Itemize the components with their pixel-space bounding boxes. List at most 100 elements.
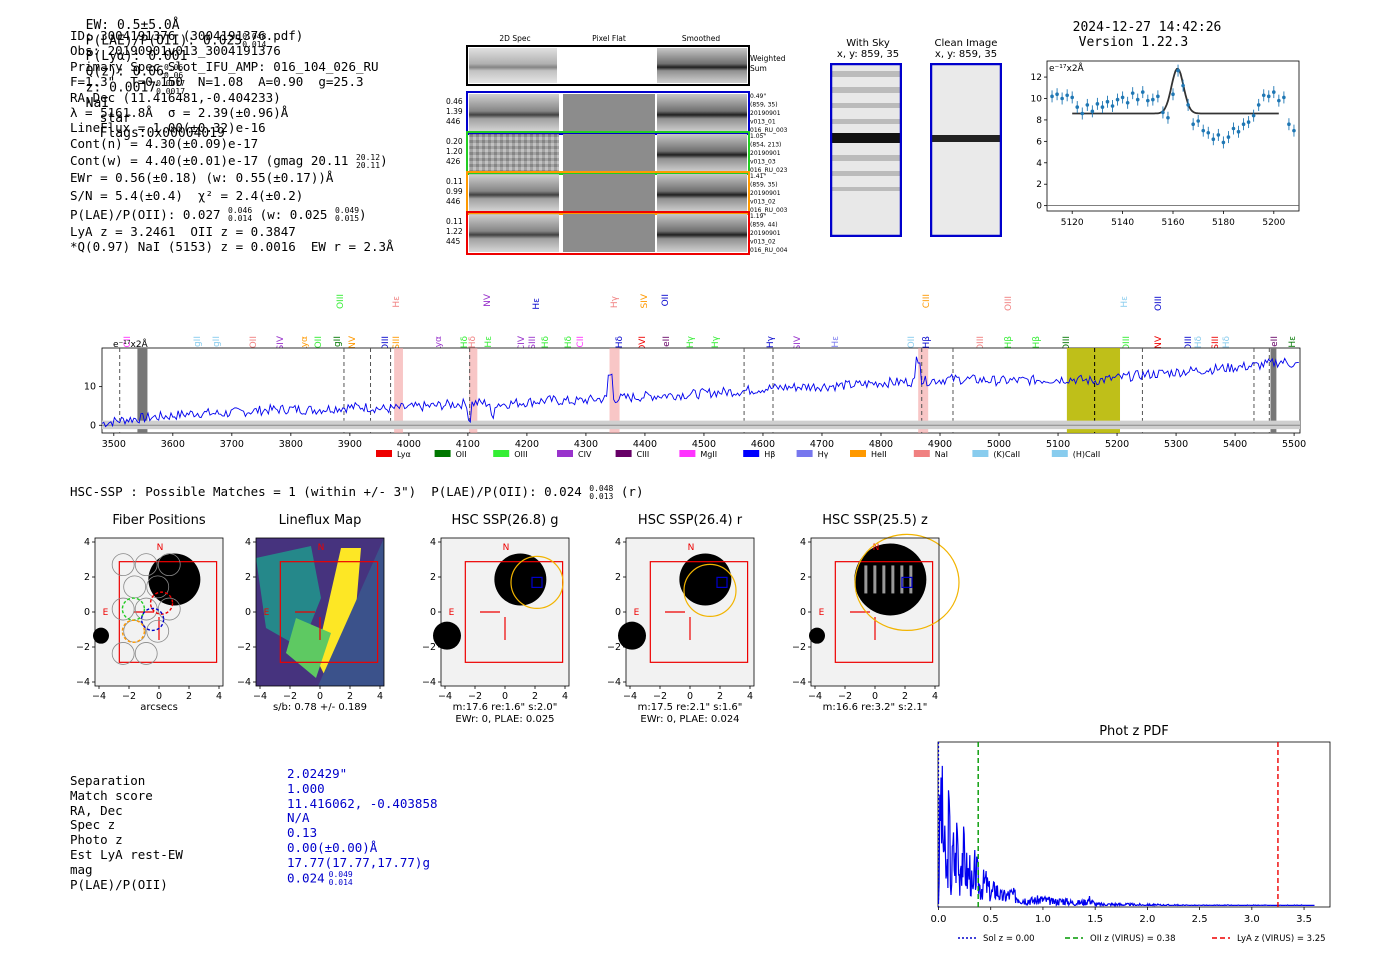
fit-data-point <box>1226 135 1231 139</box>
hsc-ytick: 4 <box>245 537 251 548</box>
north-label: N <box>503 543 510 553</box>
fit-model-curve <box>1072 67 1279 115</box>
fiber-circle <box>146 619 170 643</box>
cutout-row-meta: 1.05" <box>750 133 766 140</box>
cutout-row-meta: 016_RU_003 <box>750 207 788 214</box>
legend-swatch <box>434 450 451 457</box>
cutout-flat <box>563 94 655 132</box>
fit-xtick: 5140 <box>1111 218 1134 228</box>
fiber-circle <box>157 597 181 621</box>
header-z: z: 0.0017 <box>85 80 157 96</box>
line-id-label: OVI <box>638 336 648 352</box>
legend-label: Lyα <box>397 450 411 459</box>
line-id-label: MgII <box>333 336 343 355</box>
cutout-row-stat: 446 <box>446 117 461 126</box>
spectrum-xtick: 4300 <box>574 439 598 450</box>
lineflux-mask <box>318 538 384 686</box>
sum-label: Sum <box>750 64 767 73</box>
hsc-ytick: 0 <box>800 607 806 618</box>
hsc-panel-title: Lineflux Map <box>278 513 362 528</box>
legend-label: CIII <box>637 450 650 459</box>
hsc-xtick: 4 <box>932 691 938 702</box>
fiber-circle <box>134 642 158 665</box>
spectrum-xtick: 4100 <box>456 439 480 450</box>
fit-data-point <box>1236 129 1241 134</box>
hsc-xtick: 0 <box>872 691 878 702</box>
hsc-band: (r) <box>620 484 644 499</box>
spectrum-xtick: 5000 <box>987 439 1011 450</box>
line-id-label: OIII <box>381 336 391 351</box>
cutout-flat <box>563 174 655 212</box>
fit-data-point <box>1050 94 1054 99</box>
fit-data-point <box>1065 93 1069 98</box>
cutout-row-meta: 20190901 <box>750 230 781 237</box>
fit-ytick: 12 <box>1031 73 1042 83</box>
source-marker <box>716 576 728 589</box>
clean-image-label: Clean Image <box>934 38 998 49</box>
east-label: E <box>264 608 270 618</box>
north-label: N <box>157 543 164 553</box>
hsc-panel-title: Fiber Positions <box>112 513 206 528</box>
weighted-label: Weighted <box>750 54 786 63</box>
clean-image-xy: x, y: 859, 35 <box>934 49 998 60</box>
photz-legend-label: OII z (VIRUS) = 0.38 <box>1090 934 1176 944</box>
header-qz-hi: 0.06 <box>163 63 184 72</box>
photz-plot: 0.0 0.5 1.0 1.5 2.0 2.5 3.0 3.5 Sol z = 0.00 OII … <box>931 741 1331 944</box>
line-id-label: CIV <box>517 335 527 351</box>
match-labels: Separation Match score RA, Dec Spec z Photo … <box>70 773 183 892</box>
clean-image-title: Clean Image x, y: 859, 35 <box>926 38 1006 60</box>
north-label: N <box>688 543 695 553</box>
hsc-ytick: −4 <box>422 677 436 688</box>
info-contw: Cont(w) = 4.40(±0.01)e-17 (gmag 20.11 20… <box>70 152 388 170</box>
hsc-xtick: −4 <box>438 691 452 702</box>
fit-xtick: 5200 <box>1262 218 1285 228</box>
match-value: 11.416062, -0.403858 <box>287 795 438 811</box>
cutout-flat <box>563 134 655 172</box>
legend-label: (H)CaII <box>1073 450 1100 459</box>
hsc-xtick: 0 <box>687 691 693 702</box>
line-id-label: SIII <box>528 336 538 350</box>
hsc-xtick: 0 <box>156 691 162 702</box>
line-id-label: Hε <box>532 298 542 310</box>
info-qline: *Q(0.97) NaI (5153) z = 0.0016 EW r = 2.… <box>70 239 394 255</box>
hsc-xtick: 2 <box>347 691 353 702</box>
line-id-label: Hδ <box>1222 336 1232 349</box>
header-datetime: 2024-12-27 14:42:26 <box>1072 20 1222 35</box>
match-values: 2.02429" 1.000 11.416062, -0.403858 N/A 0.13… <box>287 766 438 887</box>
fiber-circle <box>157 553 181 577</box>
east-label: E <box>634 608 640 618</box>
line-id-label: Hβ <box>922 336 932 349</box>
line-id-label: Hβ <box>1004 336 1014 349</box>
spectrum-xtick: 4200 <box>515 439 539 450</box>
cutout-row-meta: v013_02 <box>750 199 776 206</box>
legend-swatch <box>615 450 632 457</box>
hsc-xtick: 4 <box>747 691 753 702</box>
match-label: Spec z <box>70 817 116 833</box>
cutout-row-stat: 1.39 <box>446 107 463 116</box>
line-fit-plot: e⁻¹⁷x2Å 0 2 4 6 8 10 12 5120 5140 5160 5180 5200 <box>1031 60 1300 228</box>
fit-data-point <box>1135 97 1140 102</box>
fit-data-point <box>1277 98 1281 103</box>
col-smoothed: Smoothed <box>682 34 721 43</box>
cutout-row-meta: 1.19" <box>750 213 766 220</box>
match-value: 0.00(±0.00)Å <box>287 839 378 855</box>
hsc-ytick: 4 <box>800 537 806 548</box>
fit-data-point <box>1110 104 1115 108</box>
hsc-ytick: 4 <box>615 537 621 548</box>
fit-data-point <box>1100 105 1105 109</box>
fit-data-point <box>1261 93 1266 98</box>
fit-data-point <box>1287 122 1291 127</box>
spectrum-xtick: 4900 <box>928 439 952 450</box>
fit-data-point <box>1176 68 1180 73</box>
header-line: NaI <box>85 96 110 111</box>
match-plae-lo: 0.014 <box>328 877 353 887</box>
line-id-label: OII <box>907 336 917 348</box>
hsc-summary-text: HSC-SSP : Possible Matches = 1 (within +… <box>70 484 582 499</box>
legend-swatch <box>743 450 760 457</box>
legend-label: MgII <box>700 450 717 459</box>
hsc-panel-sublabel: EWr: 0, PLAE: 0.024 <box>640 714 739 725</box>
fiber-circle <box>146 575 170 599</box>
fit-data-point <box>1231 126 1236 131</box>
